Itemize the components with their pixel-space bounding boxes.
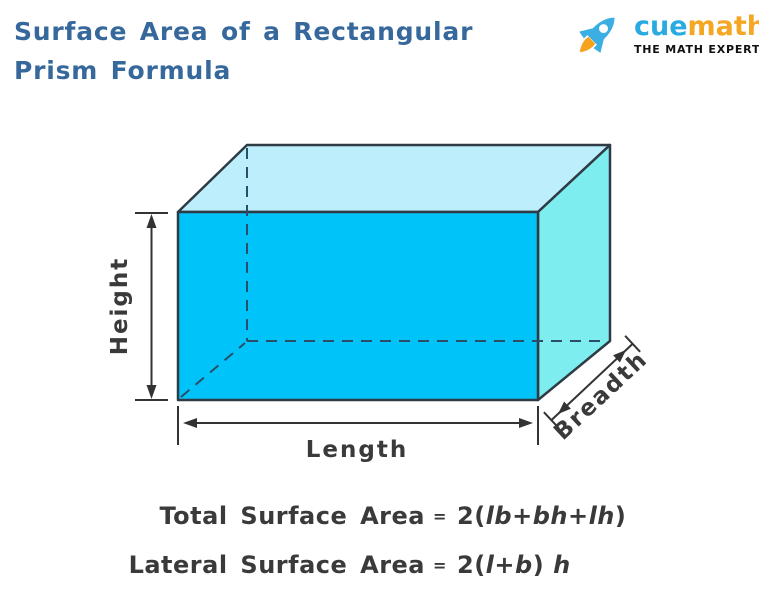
- length-arrowhead-right: [519, 418, 533, 428]
- height-label: Height: [107, 257, 133, 356]
- formula-part: lb: [485, 502, 513, 530]
- rocket-window: [599, 24, 608, 34]
- rocket-flame: [579, 36, 596, 53]
- page-title: Surface Area of a Rectangular Prism Form…: [14, 12, 473, 90]
- formula-expression: 2(l+b) h: [457, 551, 571, 579]
- prism-front-face: [176, 210, 540, 402]
- length-dimension: Length: [177, 406, 539, 463]
- formula-part: +: [567, 502, 589, 530]
- formula-part: +: [512, 502, 533, 530]
- length-arrowhead-left: [183, 418, 197, 428]
- formula-part: b: [515, 551, 533, 579]
- formula-expression: 2(lb+bh+lh): [457, 502, 626, 530]
- logo-text: cuemath THE MATH EXPERT: [634, 4, 759, 56]
- formula-lateral-surface-area: Lateral Surface Area = 2(l+b) h: [0, 551, 640, 579]
- title-line-1: Surface Area of a Rectangular: [14, 17, 474, 46]
- logo-tagline: THE MATH EXPERT: [634, 43, 759, 56]
- brand-math: math: [687, 11, 759, 42]
- formula-part: 2(: [457, 502, 486, 530]
- formula-part: ): [614, 502, 627, 530]
- formula-part: ): [532, 551, 545, 579]
- formula-part: +: [494, 551, 516, 579]
- breadth-arrowhead-far: [613, 350, 626, 363]
- equals-sign: =: [433, 555, 447, 575]
- formula-label: Total Surface Area: [159, 502, 425, 530]
- height-arrowhead-up: [146, 214, 157, 228]
- formula-part: h: [553, 551, 571, 579]
- formula-part: lh: [588, 502, 615, 530]
- formula-label: Lateral Surface Area: [128, 551, 425, 579]
- hidden-edge-diagonal: [180, 342, 246, 398]
- height-arrowhead-down: [146, 385, 157, 399]
- prism-top-face: [176, 143, 612, 214]
- equals-sign: =: [433, 506, 447, 526]
- length-label: Length: [306, 437, 408, 463]
- formula-part: l: [485, 551, 495, 579]
- brand-name: cuemath: [634, 13, 759, 40]
- title-line-2: Prism Formula: [14, 56, 232, 85]
- brand-cue: cue: [634, 11, 688, 42]
- rocket-icon: [579, 17, 615, 53]
- cuemath-logo: cuemath THE MATH EXPERT: [565, 4, 759, 68]
- formula-part: bh: [532, 502, 568, 530]
- breadth-arrowhead-near: [558, 401, 571, 414]
- formula-total-surface-area: Total Surface Area = 2(lb+bh+lh): [0, 502, 640, 530]
- formula-part: 2(: [457, 551, 486, 579]
- height-dimension: Height: [107, 212, 168, 401]
